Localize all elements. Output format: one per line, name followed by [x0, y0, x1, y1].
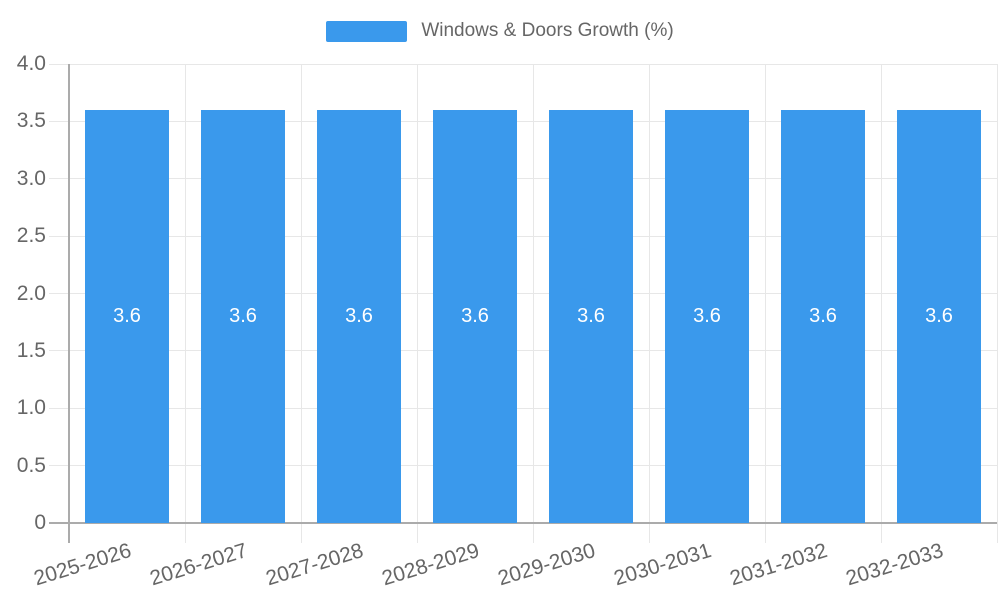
- y-tick-label: 0: [34, 511, 46, 534]
- v-gridline: [880, 64, 882, 543]
- bar[interactable]: 3.6: [665, 109, 749, 523]
- h-gridline: [49, 293, 997, 294]
- h-gridline: [49, 63, 997, 65]
- v-gridline: [764, 64, 766, 543]
- v-gridline: [996, 64, 998, 543]
- v-gridline: [416, 64, 418, 543]
- plot-area: 3.6 3.6 3.6 3.6 3.6 3.6 3.6 3.6: [49, 63, 998, 543]
- bar[interactable]: 3.6: [897, 109, 981, 523]
- y-axis-line: [68, 64, 70, 543]
- bar-value-label: 3.6: [809, 305, 837, 328]
- y-tick-label: 3.5: [16, 109, 46, 133]
- h-gridline: [49, 120, 997, 122]
- legend-swatch: [326, 20, 408, 42]
- bar[interactable]: 3.6: [85, 109, 169, 523]
- h-gridline: [49, 407, 997, 409]
- bar[interactable]: 3.6: [781, 109, 865, 523]
- h-gridline: [49, 465, 997, 467]
- bar-value-label: 3.6: [925, 305, 953, 328]
- y-tick-label: 1.5: [16, 338, 46, 362]
- legend-label: Windows & Doors Growth (%): [421, 20, 674, 41]
- bar-value-label: 3.6: [345, 305, 373, 328]
- h-gridline: [49, 178, 997, 180]
- bar[interactable]: 3.6: [549, 109, 633, 523]
- v-gridline: [184, 64, 186, 543]
- y-tick-label: 0.5: [16, 453, 46, 477]
- bar-value-label: 3.6: [461, 305, 489, 328]
- x-axis-line: [49, 522, 997, 524]
- y-tick-label: 2.5: [16, 224, 46, 248]
- y-tick-label: 2.0: [16, 281, 46, 305]
- bar[interactable]: 3.6: [201, 109, 285, 523]
- h-gridline: [49, 350, 997, 352]
- v-gridline: [300, 64, 302, 543]
- legend[interactable]: Windows & Doors Growth (%): [0, 20, 1000, 42]
- bar-value-label: 3.6: [693, 305, 721, 328]
- bar-value-label: 3.6: [229, 305, 257, 328]
- y-tick-label: 3.0: [16, 166, 46, 190]
- bar-value-label: 3.6: [113, 305, 141, 328]
- v-gridline: [648, 64, 650, 543]
- h-gridline: [49, 235, 997, 237]
- bar[interactable]: 3.6: [317, 109, 401, 523]
- y-tick-label: 4.0: [16, 52, 46, 75]
- bar-value-label: 3.6: [577, 305, 605, 328]
- bar[interactable]: 3.6: [433, 109, 517, 523]
- y-tick-label: 1.0: [16, 396, 46, 420]
- v-gridline: [532, 64, 534, 543]
